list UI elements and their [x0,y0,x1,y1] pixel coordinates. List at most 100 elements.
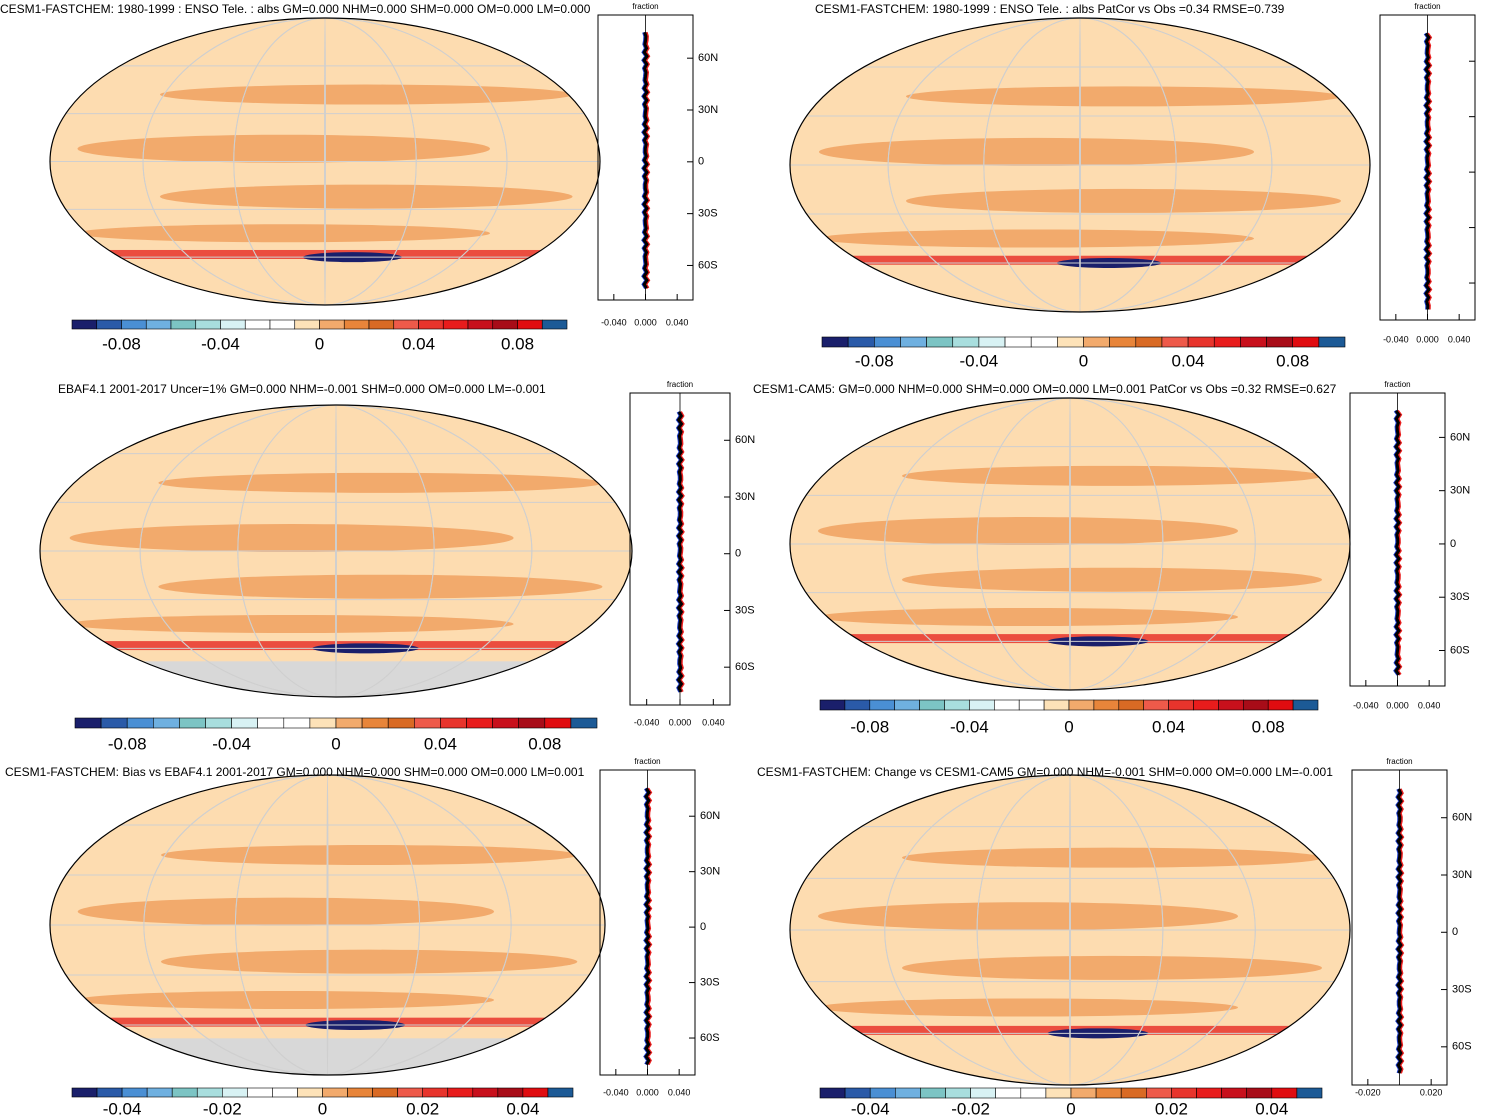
panel-title: CESM1-FASTCHEM: 1980-1999 : ENSO Tele. :… [815,2,1285,16]
colorbar-box [153,717,180,729]
colorbar-box [819,699,846,711]
colorbar-label: 0 [1064,717,1073,736]
x-tick-label: 0.040 [1448,334,1471,344]
y-tick-label: 30S [735,604,755,616]
colorbar-box [179,717,206,729]
colorbar-box [170,319,197,330]
colorbar-box [1093,699,1120,711]
colorbar-label: -0.04 [851,1099,890,1118]
colorbar-box [413,717,441,729]
anomaly-band [77,224,490,243]
colorbar-box [269,319,296,330]
panel-title: EBAF4.1 2001-2017 Uncer=1% GM=0.000 NHM=… [58,382,546,396]
y-tick-label: 0 [735,548,741,560]
meridian [1069,398,1071,690]
x-tick-label: 0.040 [702,717,725,727]
colorbar-box [547,1087,574,1098]
anomaly-band [161,949,578,974]
colorbar-label: 0.04 [402,334,435,353]
colorbar-box [347,1087,373,1098]
colorbar-box [397,1087,423,1098]
colorbar-box [952,336,980,348]
side-axis-label: fraction [632,2,658,11]
colorbar-box [1221,1087,1247,1099]
colorbar-box [1018,699,1045,711]
colorbar-box [368,319,395,330]
colorbar-box [993,699,1020,711]
colorbar-box [196,1087,223,1098]
colorbar-box [126,717,154,729]
colorbar-label: 0.04 [424,734,457,753]
colorbar-box [222,1087,248,1098]
colorbar-box [96,319,122,330]
colorbar-label: 0 [331,734,340,753]
colorbar-label: -0.08 [855,351,894,370]
colorbar-box [1196,1087,1222,1099]
colorbar-box [919,699,945,711]
y-tick-label: 0 [698,156,704,168]
meridian [976,398,1164,690]
map-border [789,17,1371,313]
colorbar-box [570,717,598,729]
anomaly-band [906,86,1341,107]
y-tick-label: 60S [735,661,755,673]
anomaly-band [819,229,1254,248]
map-border [49,17,601,306]
colorbar-box [1109,336,1137,348]
colorbar-box [1193,699,1219,711]
colorbar-box [1292,699,1319,711]
colorbar-box [821,336,849,348]
colorbar-box [247,1087,273,1098]
zonal-profile [676,411,684,693]
panel: CESM1-FASTCHEM: 1980-1999 : ENSO Tele. :… [789,2,1476,370]
x-tick-label: 0.040 [666,317,689,327]
colorbar-box [522,1087,549,1098]
colorbar-box [71,319,98,330]
anomaly-band [902,847,1322,868]
y-tick-label: 60N [735,434,755,446]
colorbar-box [900,336,927,348]
anomaly-band [902,465,1322,486]
colorbar-box [422,1087,449,1098]
colorbar-label: -0.04 [960,351,999,370]
colorbar-box [466,717,493,729]
x-tick-label: 0.000 [1386,700,1409,710]
colorbar-label: -0.04 [103,1099,142,1118]
colorbar-box [1135,336,1163,348]
colorbar-box [121,319,147,330]
y-tick-label: 0 [1450,538,1456,550]
zonal-profile [1396,788,1403,1074]
zonal-profile [1394,409,1401,676]
colorbar-label: -0.04 [950,717,989,736]
meridian [142,18,508,305]
colorbar-box [231,717,259,729]
colorbar-box [1213,336,1241,348]
colorbar-box [995,1087,1022,1099]
colorbar-box [945,1087,971,1099]
meridian [335,405,337,697]
panel: EBAF4.1 2001-2017 Uncer=1% GM=0.000 NHM=… [39,380,755,753]
map [790,398,1350,690]
map [40,405,632,697]
meridian [1079,18,1081,312]
colorbar-box [393,319,419,330]
colorbar-box [1243,699,1269,711]
colorbar-label: 0.04 [1255,1099,1288,1118]
colorbar-box [873,336,901,348]
y-tick-label: 30N [700,866,720,878]
y-tick-label: 0 [1452,926,1458,938]
colorbar-box [283,717,311,729]
x-tick-label: 0.020 [1420,1087,1443,1097]
colorbar-box [492,717,520,729]
map [50,775,605,1075]
x-tick-label: 0.000 [669,717,692,727]
x-tick-label: 0.000 [636,1087,659,1097]
colorbar-box [518,717,546,729]
colorbar-box [1168,699,1194,711]
colorbar-box [869,699,895,711]
colorbar-box [171,1087,198,1098]
colorbar-box [335,717,363,729]
meridian [326,775,329,1075]
colorbar-label: 0.02 [406,1099,439,1118]
x-tick-label: -0.040 [634,717,660,727]
